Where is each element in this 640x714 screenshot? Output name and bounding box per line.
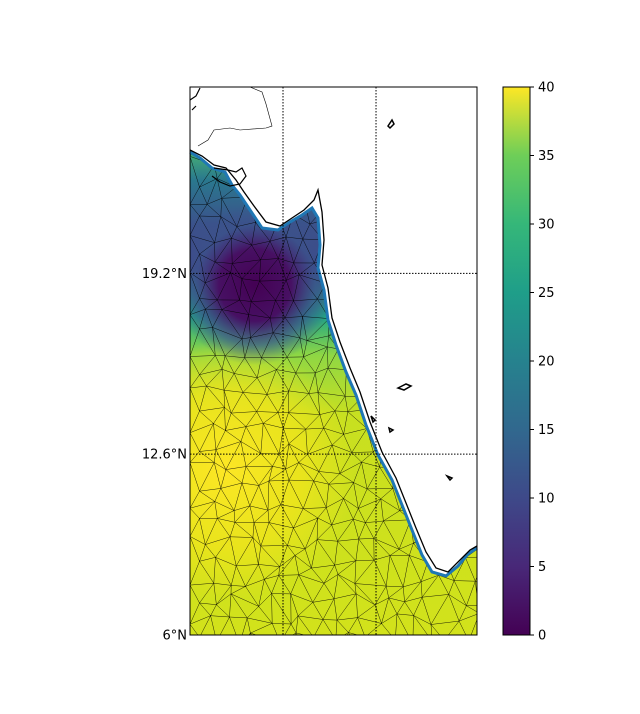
colorbar-gradient: [503, 87, 530, 635]
coastline-gulf: [211, 167, 247, 187]
lat-tick-label: 19.2°N: [142, 267, 187, 282]
border-line: [197, 86, 273, 147]
colorbar-tick-label: 10: [538, 492, 555, 507]
lat-tick-label: 12.6°N: [142, 448, 187, 463]
colorbar: 0 5 10 15 20 25 30 35 40: [502, 81, 555, 644]
lat-tick-labels: 19.2°N 12.6°N 6°N: [142, 267, 187, 644]
island: [396, 383, 413, 391]
island: [444, 474, 454, 482]
coastline: [189, 149, 478, 573]
map-panel: [189, 86, 478, 636]
colorbar-tick-label: 30: [538, 218, 555, 233]
island: [370, 415, 377, 424]
island: [387, 118, 395, 130]
colorbar-ticks: 0 5 10 15 20 25 30 35 40: [530, 81, 555, 644]
colorbar-tick-label: 40: [538, 81, 555, 96]
gridlines: [190, 87, 477, 635]
colorbar-tick-label: 0: [538, 629, 546, 644]
colorbar-tick-label: 20: [538, 355, 555, 370]
coastal-boundary: [189, 150, 478, 578]
colorbar-tick-label: 15: [538, 423, 555, 438]
colorbar-tick-label: 5: [538, 560, 546, 575]
lat-tick-label: 6°N: [163, 629, 188, 644]
colorbar-tick-label: 35: [538, 149, 555, 164]
map-frame: [189, 86, 478, 636]
island: [387, 426, 395, 434]
colorbar-tick-label: 25: [538, 286, 555, 301]
coastline-north: [189, 87, 201, 111]
